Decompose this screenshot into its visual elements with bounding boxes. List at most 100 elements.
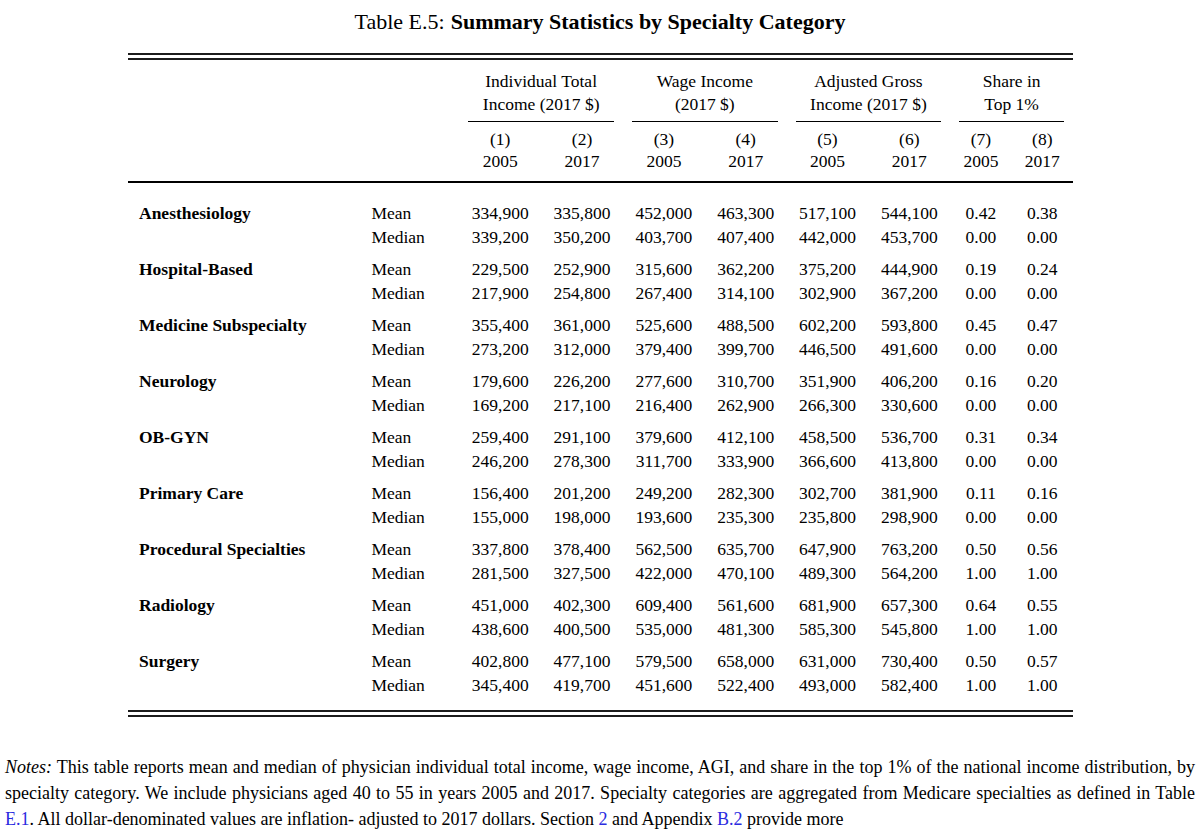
value-cell: 442,000 bbox=[787, 226, 869, 250]
column-number-row: (1) (2) (3) (4) (5) (6) (7) (8) bbox=[128, 122, 1073, 150]
value-cell: 419,700 bbox=[541, 674, 623, 711]
row-procedural-specialties-mean: Procedural SpecialtiesMean337,800378,400… bbox=[128, 529, 1073, 562]
value-cell: 217,100 bbox=[541, 394, 623, 418]
value-cell: 0.16 bbox=[950, 361, 1011, 394]
stat-column-header bbox=[371, 60, 459, 122]
value-cell: 489,300 bbox=[787, 562, 869, 586]
specialty-label: Surgery bbox=[128, 641, 371, 710]
value-cell: 763,200 bbox=[868, 529, 950, 562]
value-cell: 0.47 bbox=[1012, 305, 1073, 338]
specialty-column-header bbox=[128, 60, 371, 122]
value-cell: 156,400 bbox=[459, 473, 541, 506]
value-cell: 330,600 bbox=[868, 394, 950, 418]
row-neurology-mean: NeurologyMean179,600226,200277,600310,70… bbox=[128, 361, 1073, 394]
value-cell: 0.00 bbox=[950, 226, 1011, 250]
value-cell: 201,200 bbox=[541, 473, 623, 506]
value-cell: 266,300 bbox=[787, 394, 869, 418]
value-cell: 0.20 bbox=[1012, 361, 1073, 394]
value-cell: 155,000 bbox=[459, 506, 541, 530]
value-cell: 0.24 bbox=[1012, 249, 1073, 282]
value-cell: 0.00 bbox=[950, 338, 1011, 362]
value-cell: 169,200 bbox=[459, 394, 541, 418]
stat-label-mean: Mean bbox=[371, 529, 459, 562]
value-cell: 0.00 bbox=[950, 506, 1011, 530]
value-cell: 249,200 bbox=[623, 473, 705, 506]
stat-label-median: Median bbox=[371, 562, 459, 586]
top-rule bbox=[128, 53, 1073, 60]
table-caption: Table E.5:Summary Statistics by Specialt… bbox=[0, 0, 1200, 36]
notes-text: provide more bbox=[743, 809, 844, 829]
stat-label-mean: Mean bbox=[371, 585, 459, 618]
stat-label-median: Median bbox=[371, 282, 459, 306]
stat-label-median: Median bbox=[371, 338, 459, 362]
value-cell: 422,000 bbox=[623, 562, 705, 586]
stat-label-mean: Mean bbox=[371, 417, 459, 450]
stat-label-median: Median bbox=[371, 674, 459, 711]
value-cell: 647,900 bbox=[787, 529, 869, 562]
value-cell: 488,500 bbox=[705, 305, 787, 338]
col-group-adjusted-gross-income: Adjusted GrossIncome (2017 $) bbox=[787, 60, 951, 122]
value-cell: 545,800 bbox=[868, 618, 950, 642]
value-cell: 366,600 bbox=[787, 450, 869, 474]
value-cell: 235,300 bbox=[705, 506, 787, 530]
group-label: Share in Top 1% bbox=[959, 70, 1064, 122]
value-cell: 327,500 bbox=[541, 562, 623, 586]
col-number: (6) bbox=[868, 122, 950, 150]
ref-link-table-e1[interactable]: E.1 bbox=[5, 809, 30, 829]
page: Table E.5:Summary Statistics by Specialt… bbox=[0, 0, 1200, 834]
value-cell: 198,000 bbox=[541, 506, 623, 530]
group-label: Individual TotalIncome (2017 $) bbox=[468, 70, 614, 122]
value-cell: 361,000 bbox=[541, 305, 623, 338]
col-number: (3) bbox=[623, 122, 705, 150]
specialty-label: Neurology bbox=[128, 361, 371, 417]
value-cell: 635,700 bbox=[705, 529, 787, 562]
value-cell: 1.00 bbox=[1012, 562, 1073, 586]
value-cell: 277,600 bbox=[623, 361, 705, 394]
value-cell: 0.00 bbox=[950, 450, 1011, 474]
specialty-label: Procedural Specialties bbox=[128, 529, 371, 585]
value-cell: 0.42 bbox=[950, 182, 1011, 226]
ref-link-section-2[interactable]: 2 bbox=[599, 809, 608, 829]
row-hospital-based-mean: Hospital-BasedMean229,500252,900315,6003… bbox=[128, 249, 1073, 282]
notes-text: and Appendix bbox=[608, 809, 718, 829]
group-label-line2: Top 1% bbox=[984, 94, 1039, 114]
value-cell: 0.00 bbox=[950, 282, 1011, 306]
value-cell: 444,900 bbox=[868, 249, 950, 282]
value-cell: 1.00 bbox=[950, 562, 1011, 586]
value-cell: 337,800 bbox=[459, 529, 541, 562]
value-cell: 453,700 bbox=[868, 226, 950, 250]
table-number: Table E.5: bbox=[355, 9, 445, 34]
value-cell: 0.11 bbox=[950, 473, 1011, 506]
value-cell: 273,200 bbox=[459, 338, 541, 362]
row-ob-gyn-mean: OB-GYNMean259,400291,100379,600412,10045… bbox=[128, 417, 1073, 450]
ref-link-appendix-b2[interactable]: B.2 bbox=[717, 809, 743, 829]
value-cell: 1.00 bbox=[950, 618, 1011, 642]
value-cell: 402,800 bbox=[459, 641, 541, 674]
value-cell: 412,100 bbox=[705, 417, 787, 450]
col-year: 2017 bbox=[1012, 150, 1073, 182]
specialty-label: Anesthesiology bbox=[128, 182, 371, 249]
col-number: (7) bbox=[950, 122, 1011, 150]
col-year: 2005 bbox=[950, 150, 1011, 182]
value-cell: 339,200 bbox=[459, 226, 541, 250]
value-cell: 311,700 bbox=[623, 450, 705, 474]
value-cell: 493,000 bbox=[787, 674, 869, 711]
value-cell: 334,900 bbox=[459, 182, 541, 226]
value-cell: 681,900 bbox=[787, 585, 869, 618]
group-label-line1: Wage Income bbox=[657, 71, 753, 91]
value-cell: 351,900 bbox=[787, 361, 869, 394]
value-cell: 561,600 bbox=[705, 585, 787, 618]
stat-label-mean: Mean bbox=[371, 473, 459, 506]
group-label-line1: Share in bbox=[983, 71, 1041, 91]
value-cell: 267,400 bbox=[623, 282, 705, 306]
row-surgery-mean: SurgeryMean402,800477,100579,500658,0006… bbox=[128, 641, 1073, 674]
value-cell: 0.00 bbox=[1012, 282, 1073, 306]
value-cell: 0.34 bbox=[1012, 417, 1073, 450]
col-group-share-top-1pct: Share in Top 1% bbox=[950, 60, 1073, 122]
value-cell: 0.19 bbox=[950, 249, 1011, 282]
value-cell: 335,800 bbox=[541, 182, 623, 226]
value-cell: 0.00 bbox=[1012, 450, 1073, 474]
stat-label-median: Median bbox=[371, 618, 459, 642]
value-cell: 609,400 bbox=[623, 585, 705, 618]
value-cell: 544,100 bbox=[868, 182, 950, 226]
